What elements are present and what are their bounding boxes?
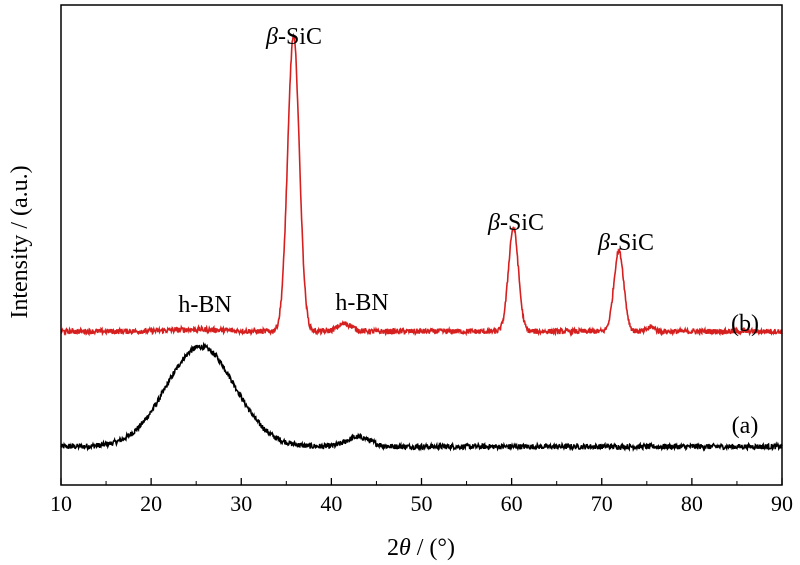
ticks-layer: 10 20 30 40 50 60 70 80 90 xyxy=(50,478,793,516)
annotation-beta-sic-3: β-SiC xyxy=(597,230,654,256)
plot-frame xyxy=(60,4,783,486)
series-label-b: (b) xyxy=(731,311,759,337)
x-tick-label: 50 xyxy=(411,491,433,516)
x-tick-label: 90 xyxy=(771,491,793,516)
x-tick-label: 40 xyxy=(320,491,342,516)
x-tick-label: 60 xyxy=(501,491,523,516)
x-tick-label: 80 xyxy=(681,491,703,516)
x-tick-label: 10 xyxy=(50,491,72,516)
series-line-a xyxy=(60,341,783,452)
series-line-b xyxy=(60,32,783,338)
annotation-h-bn-2: h-BN xyxy=(335,290,388,316)
annotation-beta-sic-2: β-SiC xyxy=(487,210,544,236)
annotation-h-bn-1: h-BN xyxy=(178,292,231,318)
x-axis-title: 2θ / (°) xyxy=(387,535,455,561)
series-layer xyxy=(60,32,783,452)
series-label-a: (a) xyxy=(732,413,759,439)
annotation-beta-sic-1: β-SiC xyxy=(265,24,322,50)
x-tick-label: 20 xyxy=(140,491,162,516)
x-tick-label: 70 xyxy=(591,491,613,516)
x-tick-label: 30 xyxy=(230,491,252,516)
y-axis-title: Intensity / (a.u.) xyxy=(7,165,33,318)
